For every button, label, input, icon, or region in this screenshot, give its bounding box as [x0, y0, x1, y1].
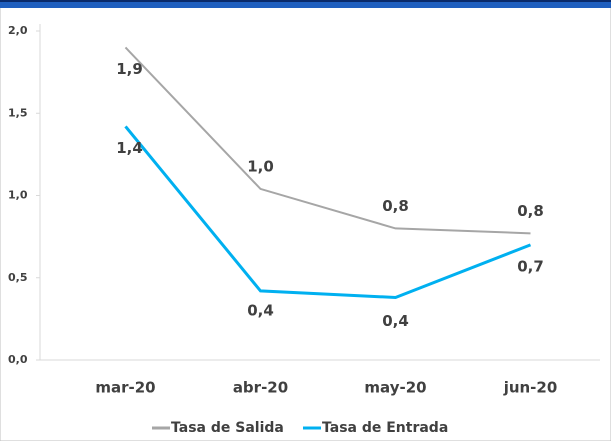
top-bar: [0, 0, 611, 8]
y-tick-label: 1,0: [8, 189, 28, 202]
series-line: [124, 46, 531, 235]
data-label: 1,0: [247, 157, 274, 175]
y-tick-label: 2,0: [8, 24, 28, 37]
top-bar-edge: [0, 0, 611, 2]
legend-label: Tasa de Entrada: [322, 420, 448, 436]
x-tick-label: abr-20: [233, 379, 288, 397]
series-line: [124, 125, 532, 300]
x-tick-label: mar-20: [95, 379, 155, 397]
data-label: 0,4: [382, 312, 409, 330]
x-tick-label: may-20: [364, 379, 426, 397]
data-label: 1,9: [116, 60, 143, 78]
data-label: 0,4: [247, 301, 274, 319]
x-tick-label: jun-20: [503, 379, 558, 397]
legend-label: Tasa de Salida: [171, 420, 284, 436]
data-label: 0,8: [517, 202, 544, 220]
y-tick-label: 1,5: [8, 106, 28, 119]
data-label: 0,7: [517, 257, 544, 275]
data-label: 1,4: [116, 139, 143, 157]
y-tick-label: 0,0: [8, 353, 28, 366]
y-tick-label: 0,5: [8, 271, 28, 284]
data-label: 0,8: [382, 197, 409, 215]
